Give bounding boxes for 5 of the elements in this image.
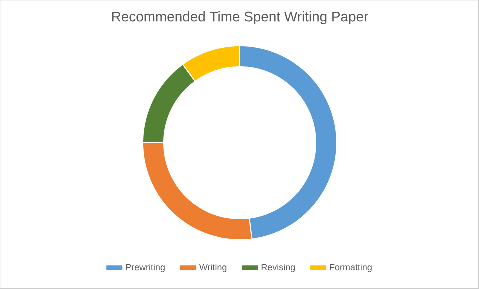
chart-title: Recommended Time Spent Writing Paper xyxy=(112,11,368,24)
legend-label: Revising xyxy=(262,264,295,272)
legend-label: Writing xyxy=(200,264,227,272)
legend-label: Prewriting xyxy=(126,264,165,272)
legend-label: Formatting xyxy=(330,264,372,272)
